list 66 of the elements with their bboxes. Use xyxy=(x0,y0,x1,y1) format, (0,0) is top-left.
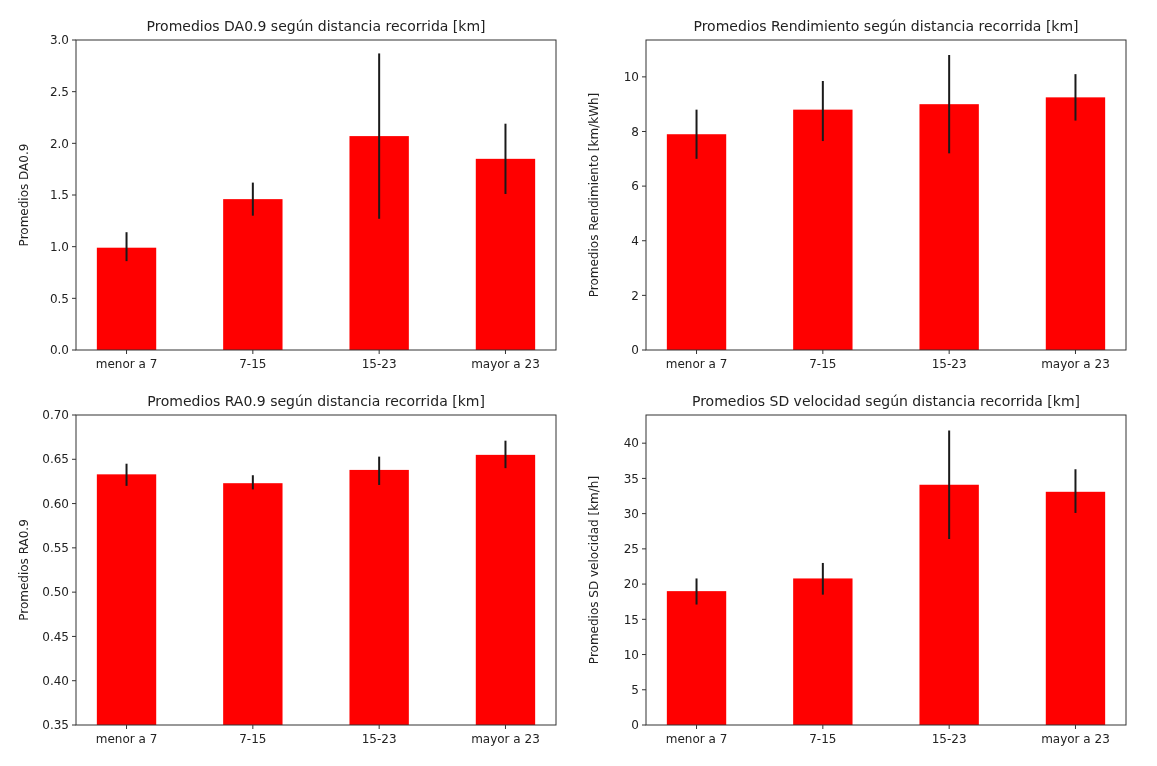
x-tick-label: mayor a 23 xyxy=(1041,357,1110,371)
x-tick-label: mayor a 23 xyxy=(1041,732,1110,746)
chart-title: Promedios RA0.9 según distancia recorrida [km] xyxy=(147,393,485,409)
bar xyxy=(223,199,283,350)
y-tick-label: 0.5 xyxy=(49,291,69,306)
y-tick-label: 10 xyxy=(623,70,639,85)
bar xyxy=(475,158,536,350)
y-tick-label: 0.60 xyxy=(42,496,69,511)
y-tick-label: 15 xyxy=(623,612,639,627)
x-tick-label: menor a 7 xyxy=(95,732,158,746)
x-tick-label: 7-15 xyxy=(809,732,837,746)
y-tick-label: 0.40 xyxy=(42,673,69,688)
y-axis-title: Promedios SD velocidad [km/h] xyxy=(587,475,601,665)
y-tick-label: 0.55 xyxy=(42,541,69,556)
bar xyxy=(919,484,979,725)
y-tick-label: 0 xyxy=(631,718,639,733)
y-tick-label: 1.5 xyxy=(49,188,69,203)
y-tick-label: 0.65 xyxy=(42,452,69,467)
y-tick-label: 2.0 xyxy=(49,136,69,151)
y-tick-label: 5 xyxy=(631,682,639,697)
y-tick-label: 0.70 xyxy=(42,408,69,423)
x-tick-label: 7-15 xyxy=(239,732,267,746)
x-tick-label: 7-15 xyxy=(809,357,837,371)
chart-title: Promedios Rendimiento según distancia recorrida [km] xyxy=(693,18,1079,34)
x-tick-label: 15-23 xyxy=(361,732,397,746)
y-tick-label: 8 xyxy=(631,124,639,139)
y-tick-label: 0.50 xyxy=(42,585,69,600)
y-tick-label: 40 xyxy=(623,436,639,451)
x-tick-label: menor a 7 xyxy=(95,357,158,371)
y-tick-label: 35 xyxy=(623,471,639,486)
y-axis-title: Promedios DA0.9 xyxy=(17,143,31,247)
x-tick-label: 15-23 xyxy=(931,357,967,371)
y-tick-label: 0.0 xyxy=(49,343,69,358)
bar xyxy=(666,591,727,725)
x-tick-label: menor a 7 xyxy=(665,357,728,371)
x-tick-label: mayor a 23 xyxy=(471,732,540,746)
bar xyxy=(1045,491,1106,725)
bar xyxy=(919,104,979,350)
y-tick-label: 2 xyxy=(631,288,639,303)
y-tick-label: 0 xyxy=(631,343,639,358)
bar xyxy=(1045,97,1106,350)
y-tick-label: 0.35 xyxy=(42,718,69,733)
bar xyxy=(349,136,409,350)
chart-title: Promedios DA0.9 según distancia recorrida [km] xyxy=(146,18,486,34)
y-tick-label: 10 xyxy=(623,647,639,662)
y-tick-label: 1.0 xyxy=(49,239,69,254)
y-tick-label: 4 xyxy=(631,233,639,248)
y-tick-label: 30 xyxy=(623,506,639,521)
x-tick-label: menor a 7 xyxy=(665,732,728,746)
y-tick-label: 3.0 xyxy=(49,33,69,48)
bar xyxy=(96,247,157,350)
bar xyxy=(793,109,853,350)
y-tick-label: 20 xyxy=(623,577,639,592)
y-tick-label: 0.45 xyxy=(42,629,69,644)
y-axis-title: Promedios Rendimiento [km/kWh] xyxy=(587,92,601,298)
bar xyxy=(666,134,727,350)
y-tick-label: 6 xyxy=(631,179,639,194)
bar xyxy=(793,578,853,725)
x-tick-label: 7-15 xyxy=(239,357,267,371)
y-tick-label: 25 xyxy=(623,542,639,557)
x-tick-label: 15-23 xyxy=(361,357,397,371)
x-tick-label: mayor a 23 xyxy=(471,357,540,371)
chart-title: Promedios SD velocidad según distancia recorrida [km] xyxy=(691,393,1081,409)
y-axis-title: Promedios RA0.9 xyxy=(17,519,31,621)
x-tick-label: 15-23 xyxy=(931,732,967,746)
y-tick-label: 2.5 xyxy=(49,84,69,99)
